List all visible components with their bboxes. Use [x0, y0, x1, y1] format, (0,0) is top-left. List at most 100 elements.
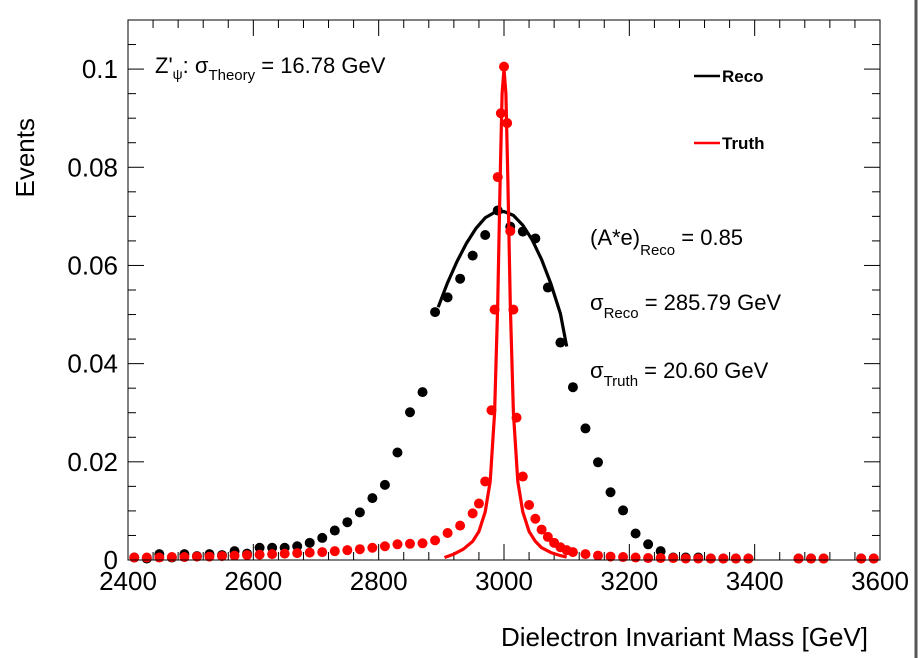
tick-labels: 2400 2600 2800 3000 3200 3400 3600 0 0.02 0.04 0.0…	[67, 54, 909, 596]
data-points	[129, 61, 879, 564]
sigma-truth-annotation-tail: = 20.60 GeV	[638, 358, 769, 383]
legend-truth-label: Truth	[722, 134, 765, 153]
theory-annotation-sub2: Theory	[208, 67, 255, 84]
reco-point	[367, 493, 378, 504]
truth-point	[342, 545, 353, 556]
truth-point	[392, 539, 403, 550]
reco-point	[542, 282, 553, 293]
truth-point	[605, 551, 616, 562]
reco-point	[555, 337, 566, 348]
x-tick-label: 3200	[600, 566, 658, 596]
acceptance-annotation-tail: = 0.85	[675, 225, 743, 250]
reco-point	[655, 546, 666, 557]
truth-point	[705, 553, 716, 564]
y-tick-label: 0.06	[67, 250, 118, 280]
truth-point	[317, 547, 328, 558]
truth-point	[530, 513, 541, 524]
y-tick-label: 0	[104, 545, 118, 575]
reco-point	[317, 532, 328, 543]
truth-point	[442, 528, 453, 538]
y-tick-label: 0.04	[67, 349, 118, 379]
truth-point	[267, 549, 278, 560]
truth-point	[655, 553, 666, 564]
sigma-truth-annotation-main: σ	[590, 358, 604, 383]
truth-point	[129, 552, 140, 563]
truth-point	[154, 552, 165, 563]
reco-point	[630, 528, 641, 539]
reco-fit-curve	[436, 209, 569, 347]
truth-point	[379, 541, 390, 552]
truth-point	[292, 548, 303, 559]
truth-point	[743, 553, 754, 564]
truth-point	[179, 552, 190, 563]
truth-point	[166, 552, 177, 563]
reco-point	[329, 525, 340, 536]
x-axis-label: Dielectron Invariant Mass [GeV]	[501, 622, 868, 652]
acceptance-annotation-sub: Reco	[640, 242, 675, 259]
fit-curves	[436, 209, 569, 347]
truth-fit-curve	[443, 67, 568, 560]
y-tick-label: 0.08	[67, 152, 118, 182]
reco-point	[580, 423, 591, 434]
truth-point	[680, 553, 691, 564]
reco-point	[593, 457, 603, 468]
y-axis-label: Events	[10, 118, 40, 198]
truth-point	[668, 553, 679, 564]
truth-point	[693, 553, 704, 564]
reco-point	[392, 447, 403, 458]
truth-point	[818, 553, 829, 564]
truth-point	[191, 551, 202, 562]
axis-ticks	[127, 19, 881, 561]
reco-point	[254, 542, 265, 553]
truth-point	[467, 508, 478, 519]
truth-point	[217, 551, 227, 562]
truth-point	[417, 538, 428, 549]
reco-point	[430, 307, 441, 318]
reco-point	[342, 517, 353, 528]
sigma-reco-annotation-sub: Reco	[604, 305, 639, 322]
truth-point	[868, 553, 879, 564]
truth-point	[354, 544, 365, 555]
sigma-truth-annotation-sub: Truth	[604, 373, 638, 390]
acceptance-annotation: (A*e)Reco = 0.85	[590, 225, 743, 259]
truth-point	[593, 550, 603, 561]
truth-point	[567, 547, 578, 558]
truth-point	[229, 550, 240, 561]
y-tick-label: 0.1	[82, 54, 118, 84]
sigma-reco-annotation-main: σ	[590, 290, 604, 315]
reco-point	[467, 250, 478, 261]
truth-point	[793, 553, 804, 564]
truth-point	[480, 476, 491, 487]
truth-point	[618, 552, 629, 563]
sigma-reco-annotation: σReco = 285.79 GeV	[590, 290, 781, 322]
plot-frame	[127, 19, 881, 561]
x-tick-label: 2400	[99, 566, 157, 596]
truth-point	[643, 553, 654, 564]
reco-point	[379, 479, 390, 490]
truth-point	[542, 531, 553, 542]
theory-annotation-sub1: ψ	[173, 66, 183, 82]
theory-annotation-mid: : σ	[183, 53, 209, 78]
truth-point	[718, 553, 729, 564]
truth-point	[430, 535, 441, 546]
truth-point	[141, 552, 152, 563]
truth-point	[367, 542, 378, 553]
reco-point	[517, 226, 528, 237]
truth-point	[536, 524, 547, 535]
sigma-truth-annotation: σTruth = 20.60 GeV	[590, 358, 769, 390]
reco-point	[304, 537, 315, 548]
x-tick-label: 3400	[726, 566, 784, 596]
truth-point	[405, 538, 415, 549]
truth-point	[279, 548, 290, 559]
theory-annotation-main: Z'	[155, 53, 173, 78]
reco-point	[405, 407, 415, 418]
legend: Reco Truth	[694, 67, 765, 153]
truth-point	[304, 547, 315, 558]
truth-point	[517, 471, 528, 482]
reco-point	[442, 292, 453, 303]
truth-point	[254, 549, 265, 560]
acceptance-annotation-main: (A*e)	[590, 225, 640, 250]
